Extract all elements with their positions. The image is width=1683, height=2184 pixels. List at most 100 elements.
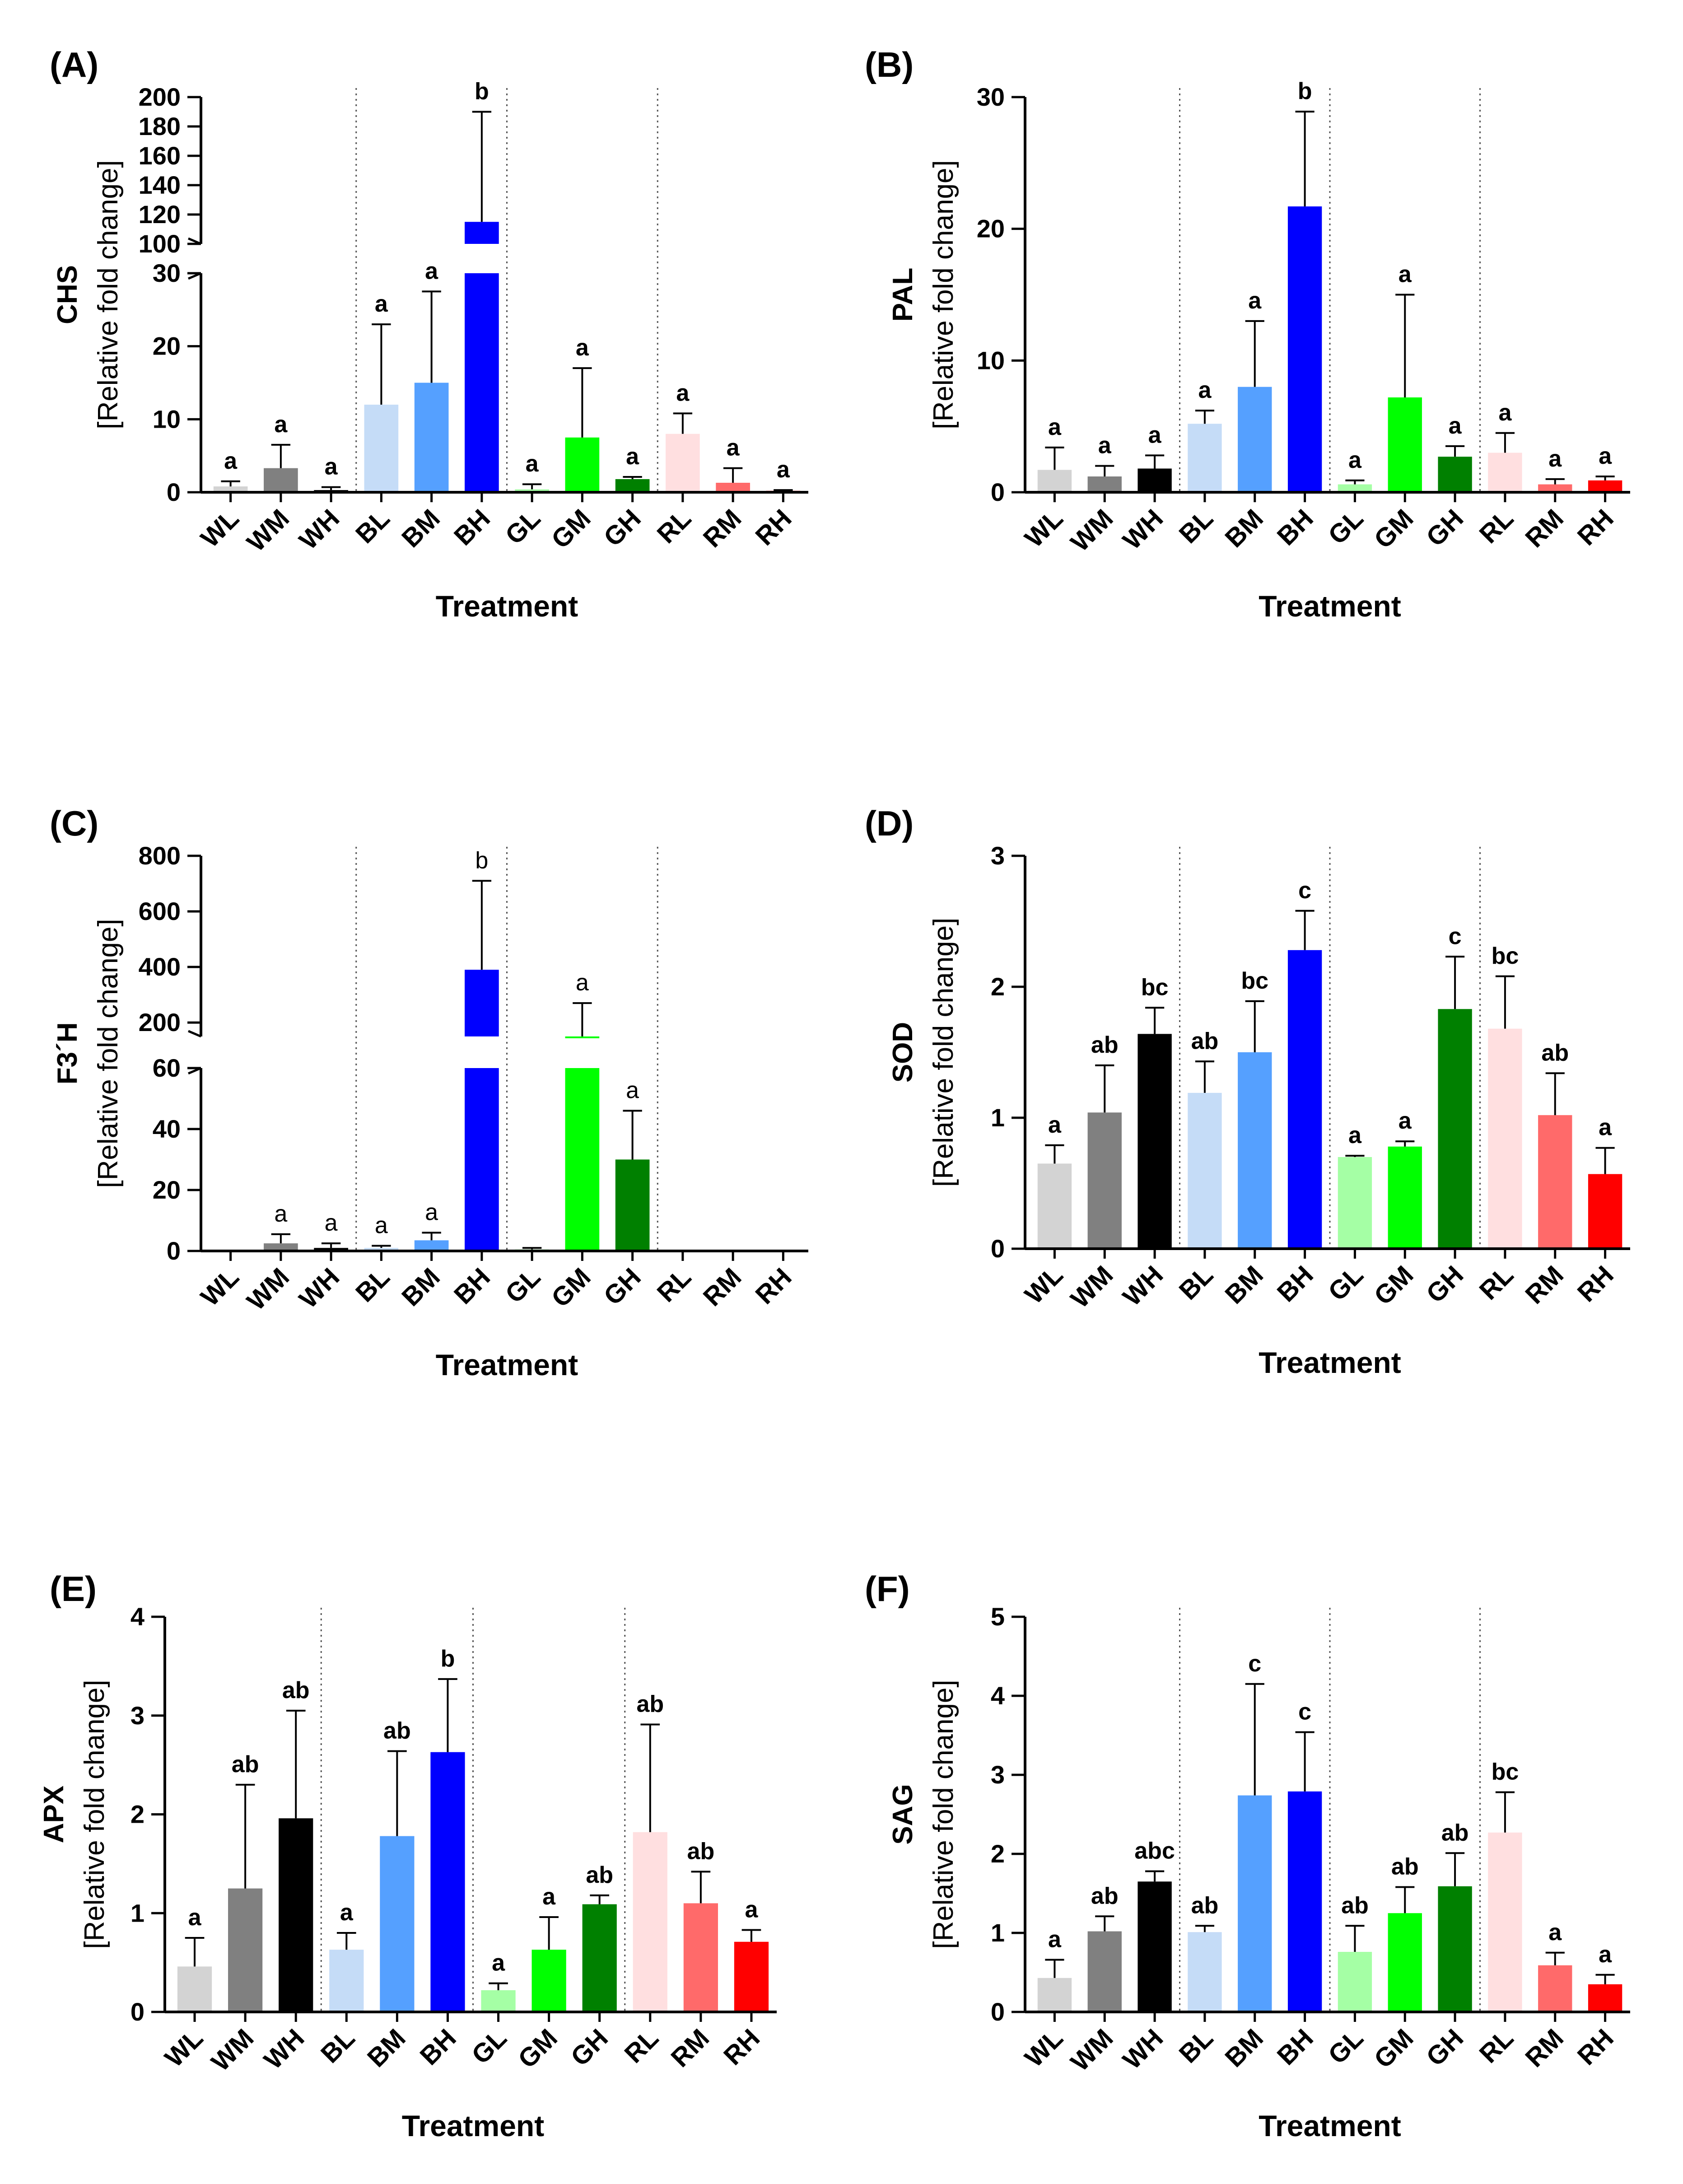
panel-d-sig-letter-BL: ab	[1191, 1028, 1219, 1054]
panel-e-bar-WH	[279, 1818, 313, 2012]
panel-f-x-tick-label-GH: GH	[1421, 2023, 1469, 2072]
panel-e-bar-WM	[228, 1888, 263, 2012]
panel-e-x-tick-label-GM: GM	[513, 2023, 563, 2074]
panel-d-bar-WH	[1138, 1034, 1172, 1249]
panel-a-x-tick-label-BM: BM	[396, 504, 446, 553]
panel-d-sig-letter-WM: ab	[1091, 1032, 1119, 1058]
panel-b-x-tick-label-RH: RH	[1572, 504, 1619, 551]
panel-e-y-axis-title: APX [Relative fold change]	[38, 1680, 110, 1949]
panel-f-sig-letter-BL: ab	[1191, 1892, 1219, 1918]
panel-d-x-tick-label-RL: RL	[1473, 1260, 1519, 1306]
panel-d-bar-BH	[1287, 950, 1322, 1249]
panel-d-bar-WM	[1087, 1112, 1122, 1249]
panel-e-sig-letter-BM: ab	[383, 1718, 411, 1744]
panel-f-y-tick-label-5: 5	[991, 1602, 1005, 1631]
panel-e-bar-GM	[531, 1950, 566, 2012]
panel-c-sig-letter-BH: b	[475, 847, 488, 873]
panel-a-x-tick-label-RL: RL	[651, 504, 697, 549]
panel-e-sig-letter-RL: ab	[636, 1691, 664, 1717]
panel-c-y-tick-label-0: 0	[167, 1237, 181, 1265]
panel-c-y-tick-label-20: 20	[153, 1176, 181, 1204]
panel-c-x-tick-label-RH: RH	[750, 1262, 797, 1310]
panel-b-bar-GH	[1438, 457, 1472, 492]
panel-e-sig-letter-WH: ab	[282, 1677, 310, 1703]
panel-f-y-tick-label-2: 2	[991, 1839, 1005, 1868]
panel-a-y-tick-label-20: 20	[153, 332, 181, 360]
panel-c-y-tick-label-200: 200	[139, 1008, 181, 1036]
panel-b-sig-letter-GH: a	[1449, 413, 1462, 439]
panel-a-bar-WL	[213, 486, 248, 492]
panel-b-sig-letter-RH: a	[1599, 443, 1612, 469]
panel-b-x-tick-label-GH: GH	[1421, 504, 1469, 552]
panel-f-y-tick-label-0: 0	[991, 1997, 1005, 2026]
panel-f-y-tick-label-1: 1	[991, 1918, 1005, 1947]
panel-b-gene-name: PAL	[887, 268, 918, 322]
panel-d-sig-letter-BH: c	[1298, 877, 1311, 904]
panel-e-x-tick-label-BH: BH	[414, 2023, 462, 2071]
panel-a-x-tick-label-GM: GM	[546, 504, 597, 554]
panel-f-bar-RH	[1588, 1984, 1622, 2012]
panel-f-sig-letter-GL: ab	[1341, 1892, 1369, 1918]
panel-d-sig-letter-RH: a	[1599, 1115, 1612, 1141]
panel-d-bar-RL	[1488, 1028, 1522, 1249]
panel-d-x-tick-label-WH: WH	[1117, 1260, 1169, 1311]
panel-a-sig-letter-GL: a	[526, 451, 539, 477]
panel-e-sig-letter-WL: a	[188, 1904, 202, 1931]
panel-b-y-tick-label-10: 10	[977, 346, 1005, 374]
panel-f-x-tick-label-RM: RM	[1520, 2023, 1569, 2073]
panel-e-bar-BL	[329, 1950, 364, 2012]
panel-d-bar-WL	[1037, 1163, 1072, 1249]
panel-c-y-tick-label-800: 800	[139, 841, 181, 870]
panel-f-sig-letter-GM: ab	[1391, 1854, 1419, 1880]
panel-f-x-tick-label-RL: RL	[1473, 2023, 1519, 2069]
panel-f-gene-name: SAG	[887, 1784, 918, 1844]
panel-a-gene-name: CHS	[52, 265, 83, 324]
panel-f-x-tick-label-RH: RH	[1572, 2023, 1619, 2071]
panel-e-bar-RH	[734, 1941, 769, 2012]
panel-a-sig-letter-WL: a	[224, 448, 238, 474]
panel-f-sig-letter-RL: bc	[1492, 1759, 1519, 1785]
panel-d-panel-label: (D)	[865, 803, 914, 843]
panel-d-sig-letter-BM: bc	[1241, 968, 1268, 994]
panel-b-bar-RL	[1488, 453, 1522, 492]
panel-b-x-tick-label-BL: BL	[1173, 504, 1219, 549]
panel-b-sig-letter-WL: a	[1048, 414, 1062, 440]
panel-f-bar-RM	[1538, 1965, 1572, 2012]
panel-a-bar-upper-BH	[465, 222, 499, 244]
panel-f-bar-WH	[1138, 1881, 1172, 2012]
panel-d-gene-name: SOD	[887, 1022, 918, 1083]
panel-e-y-tick-label-0: 0	[131, 1997, 145, 2026]
panel-f-sig-letter-BM: c	[1248, 1651, 1261, 1677]
panel-a-bar-RM	[716, 482, 750, 492]
panel-e-sig-letter-BL: a	[340, 1899, 354, 1926]
panel-d-x-tick-label-BH: BH	[1272, 1260, 1319, 1307]
panel-f-x-tick-label-WH: WH	[1117, 2023, 1169, 2075]
panel-a-y-tick-label-140: 140	[139, 171, 181, 199]
panel-a-bar-GH	[615, 479, 650, 492]
panel-d-y-axis-title: SOD [Relative fold change]	[887, 918, 959, 1187]
panel-d-x-axis-title: Treatment	[1259, 1346, 1401, 1379]
panel-c-x-tick-label-BL: BL	[350, 1262, 396, 1308]
panel-a-bar-BH	[465, 273, 499, 492]
panel-f-x-axis-title: Treatment	[1259, 2109, 1401, 2142]
panel-b-x-tick-label-BM: BM	[1219, 504, 1269, 553]
panel-e-bar-BM	[380, 1836, 415, 2012]
panel-d-y-tick-label-2: 2	[991, 972, 1005, 1001]
panel-a-x-tick-label-RH: RH	[750, 504, 797, 551]
panel-c-y-axis-title: F3´H [Relative fold change]	[52, 919, 124, 1188]
panel-a-y-tick-label-100: 100	[139, 229, 181, 258]
panel-b-bar-BM	[1238, 387, 1272, 492]
panel-a-x-tick-label-WL: WL	[195, 504, 245, 553]
panel-c-x-tick-label-WL: WL	[195, 1262, 245, 1312]
panel-f-x-tick-label-BH: BH	[1272, 2023, 1319, 2071]
panel-d-x-tick-label-RH: RH	[1572, 1260, 1619, 1307]
panel-e-x-tick-label-RL: RL	[619, 2023, 664, 2069]
panel-a-sig-letter-BM: a	[425, 258, 438, 284]
panel-c-axis-break-mark	[188, 1030, 201, 1038]
panel-e-x-tick-label-BM: BM	[362, 2023, 411, 2073]
panel-b-sig-letter-RL: a	[1498, 400, 1512, 426]
panel-c-bar-BM	[414, 1240, 449, 1251]
panel-c-x-tick-label-RM: RM	[698, 1262, 747, 1312]
panel-a-chart: (A) CHS [Relative fold change] a WL a WM a WH a BL…	[50, 45, 808, 623]
panel-f-x-tick-label-BL: BL	[1173, 2023, 1219, 2069]
